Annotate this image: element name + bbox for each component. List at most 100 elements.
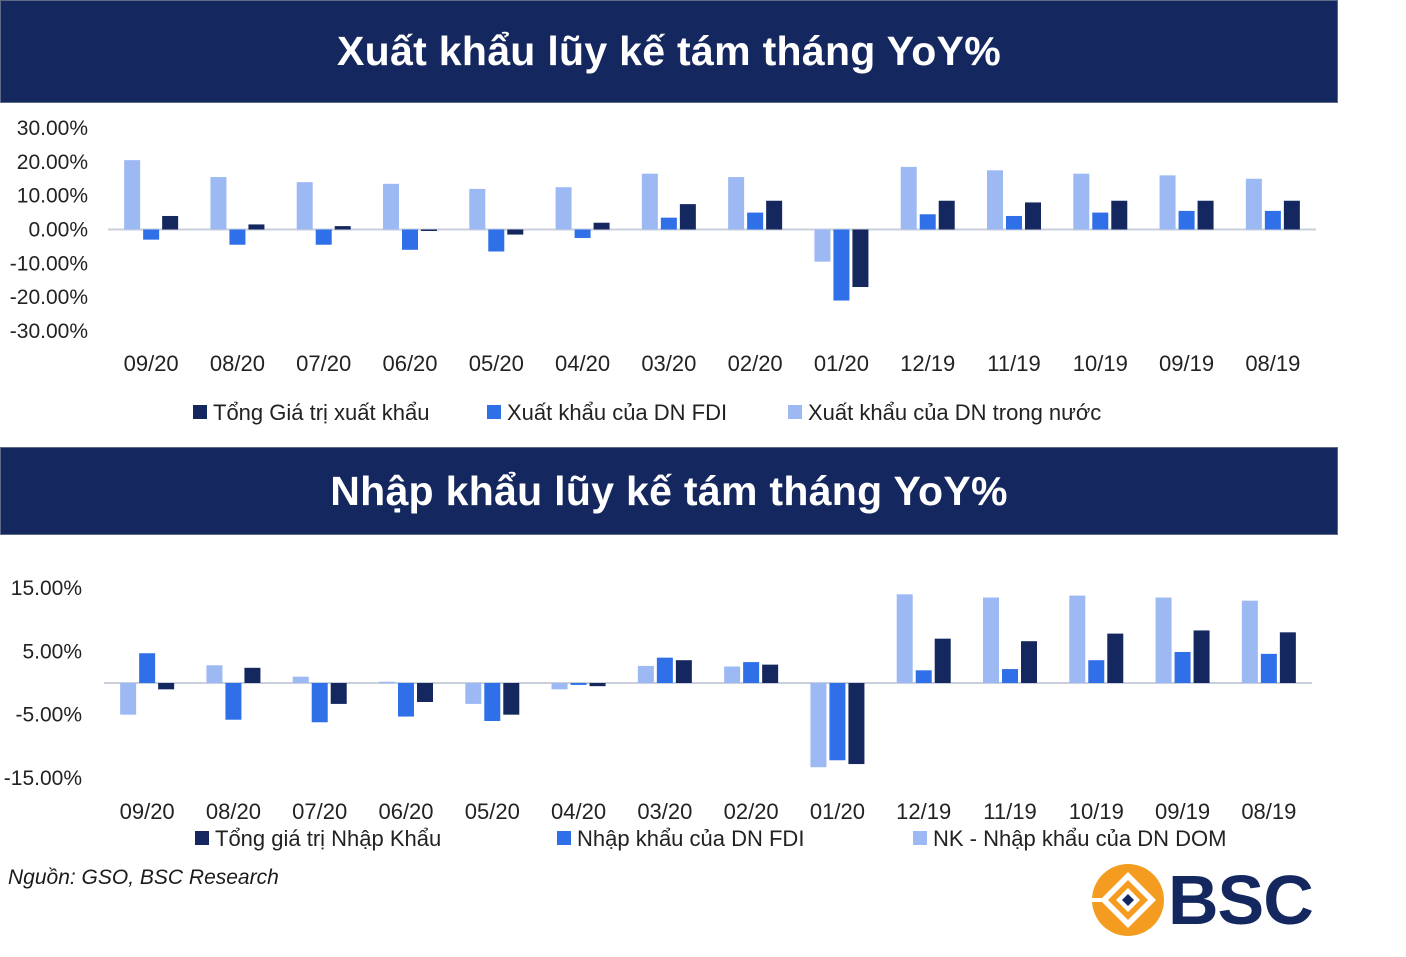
bar-total-10-19	[1111, 200, 1128, 230]
bar-dom-01-20	[814, 229, 831, 262]
x-category-label: 03/20	[641, 351, 696, 376]
bar-fdi-07-20	[315, 229, 332, 245]
legend-swatch	[557, 831, 571, 845]
bar-dom-02-20	[728, 177, 745, 230]
y-tick-label: 30.00%	[17, 117, 88, 140]
bar-total-11-19	[1021, 641, 1037, 683]
x-category-label: 01/20	[810, 799, 865, 824]
bar-fdi-10-19	[1092, 212, 1109, 230]
legend-swatch	[195, 831, 209, 845]
bar-dom-06-20	[383, 183, 399, 230]
bar-dom-01-20	[810, 683, 827, 768]
source-note: Nguồn: GSO, BSC Research	[8, 866, 279, 889]
bar-total-11-19	[1025, 202, 1041, 230]
bar-fdi-09-20	[139, 653, 156, 683]
bar-total-02-20	[762, 664, 779, 683]
x-category-label: 02/20	[724, 799, 779, 824]
bar-dom-03-20	[637, 665, 654, 683]
bar-fdi-09-19	[1174, 651, 1191, 683]
bar-dom-12-19	[896, 594, 913, 683]
bar-total-07-20	[330, 683, 347, 704]
y-tick-label: -20.00%	[10, 286, 88, 309]
legend-label: Nhập khẩu của DN FDI	[577, 826, 804, 851]
bsc-diamond-logo-icon	[1092, 864, 1164, 936]
bar-dom-09-20	[120, 683, 137, 715]
bar-dom-08-19	[1241, 600, 1258, 683]
bar-dom-11-19	[983, 597, 999, 683]
x-category-label: 09/19	[1159, 351, 1214, 376]
import-chart-title: Nhập khẩu lũy kế tám tháng YoY%	[330, 467, 1008, 514]
bar-dom-02-20	[724, 666, 741, 683]
bar-total-08-20	[248, 224, 265, 230]
x-category-label: 12/19	[900, 351, 955, 376]
x-category-label: 08/20	[210, 351, 265, 376]
bar-dom-04-20	[555, 187, 572, 230]
bsc-logo: BSC	[1088, 858, 1378, 942]
bar-total-09-19	[1197, 200, 1214, 230]
x-category-label: 09/19	[1155, 799, 1210, 824]
bar-fdi-06-20	[398, 683, 414, 717]
x-category-label: 11/19	[987, 351, 1040, 376]
bar-fdi-03-20	[660, 217, 677, 230]
bar-total-03-20	[675, 660, 692, 683]
bar-fdi-02-20	[747, 212, 764, 230]
x-category-label: 09/20	[124, 351, 179, 376]
bar-fdi-08-20	[229, 229, 246, 245]
bar-fdi-08-19	[1260, 653, 1277, 683]
bar-fdi-02-20	[743, 662, 760, 683]
legend-swatch	[487, 405, 501, 419]
x-category-label: 05/20	[469, 351, 524, 376]
bar-dom-08-19	[1245, 178, 1262, 230]
bar-dom-08-20	[210, 177, 227, 230]
legend-label: Xuất khẩu của DN FDI	[507, 400, 727, 425]
bar-dom-06-20	[379, 681, 395, 684]
bar-fdi-04-20	[570, 683, 587, 685]
bar-total-02-20	[766, 200, 783, 230]
y-tick-label: -10.00%	[10, 252, 88, 275]
bar-total-12-19	[938, 200, 955, 230]
y-tick-label: 5.00%	[22, 640, 82, 663]
bar-dom-07-20	[296, 182, 313, 230]
bar-fdi-06-20	[402, 229, 418, 250]
x-category-label: 06/20	[378, 799, 433, 824]
legend-swatch	[193, 405, 207, 419]
bar-total-06-20	[417, 683, 433, 702]
export-yoy-bar-chart: 30.00% 20.00% 10.00% 0.00% -10.00% -20.00% -30…	[10, 117, 1316, 425]
bar-fdi-09-20	[143, 229, 160, 240]
x-category-label: 05/20	[465, 799, 520, 824]
bar-fdi-01-20	[833, 229, 850, 301]
bar-dom-09-20	[124, 160, 141, 230]
x-category-label: 04/20	[551, 799, 606, 824]
import-yoy-bar-chart: 15.00% 5.00% -5.00% -15.00% 09/20 08/20 07/20 0…	[4, 577, 1312, 851]
bar-total-05-20	[507, 229, 524, 235]
bar-dom-07-20	[292, 676, 309, 683]
bar-fdi-01-20	[829, 683, 846, 761]
bar-dom-08-20	[206, 665, 223, 683]
x-category-label: 07/20	[292, 799, 347, 824]
bar-total-08-19	[1283, 200, 1300, 230]
bar-total-05-20	[503, 683, 520, 715]
x-category-label: 06/20	[382, 351, 437, 376]
y-tick-label: 15.00%	[11, 577, 82, 600]
x-category-label: 08/19	[1245, 351, 1300, 376]
x-category-label: 12/19	[896, 799, 951, 824]
x-category-label: 09/20	[120, 799, 175, 824]
legend-label: Xuất khẩu của DN trong nước	[808, 400, 1101, 425]
y-tick-label: -15.00%	[4, 767, 82, 790]
legend-label: Tổng Giá trị xuất khẩu	[213, 400, 429, 425]
bar-fdi-10-19	[1088, 660, 1105, 683]
bar-total-08-20	[244, 667, 261, 683]
x-category-label: 10/19	[1073, 351, 1128, 376]
x-category-label: 07/20	[296, 351, 351, 376]
bar-fdi-08-19	[1264, 210, 1281, 230]
x-category-label: 08/20	[206, 799, 261, 824]
bar-total-01-20	[848, 683, 865, 765]
x-category-label: 11/19	[983, 799, 1036, 824]
bar-dom-10-19	[1069, 595, 1086, 683]
y-tick-label: 20.00%	[17, 151, 88, 174]
bar-fdi-04-20	[574, 229, 591, 238]
bar-fdi-12-19	[915, 670, 932, 683]
bar-total-09-20	[158, 683, 175, 690]
bar-total-06-20	[421, 229, 437, 231]
bar-fdi-07-20	[311, 683, 328, 723]
